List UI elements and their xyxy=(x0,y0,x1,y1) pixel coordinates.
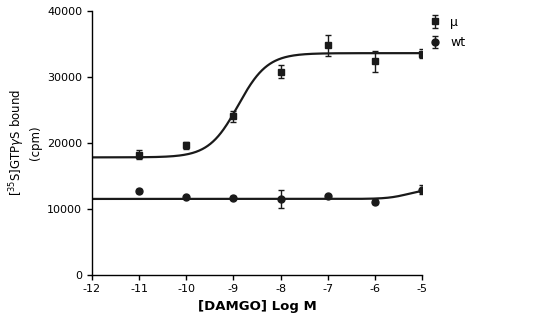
Legend: μ, wt: μ, wt xyxy=(426,11,471,54)
Y-axis label: $[^{35}$S$]$GTP$\gamma$S bound
(cpm): $[^{35}$S$]$GTP$\gamma$S bound (cpm) xyxy=(7,89,42,196)
X-axis label: [DAMGO] Log M: [DAMGO] Log M xyxy=(197,300,316,313)
